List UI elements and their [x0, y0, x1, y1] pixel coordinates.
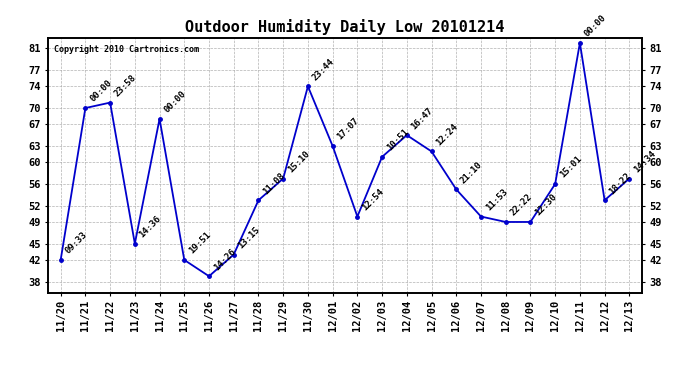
Text: 00:00: 00:00	[162, 89, 188, 115]
Text: 19:51: 19:51	[187, 230, 213, 256]
Text: 18:22: 18:22	[607, 171, 633, 196]
Text: 14:26: 14:26	[212, 247, 237, 272]
Text: 14:36: 14:36	[137, 214, 163, 240]
Text: 23:58: 23:58	[113, 73, 138, 99]
Text: 15:10: 15:10	[286, 149, 311, 174]
Text: 22:22: 22:22	[509, 192, 534, 218]
Title: Outdoor Humidity Daily Low 20101214: Outdoor Humidity Daily Low 20101214	[186, 19, 504, 35]
Text: Copyright 2010 Cartronics.com: Copyright 2010 Cartronics.com	[55, 45, 199, 54]
Text: 12:24: 12:24	[434, 122, 460, 147]
Text: 15:01: 15:01	[558, 154, 583, 180]
Text: 11:53: 11:53	[484, 187, 509, 212]
Text: 23:44: 23:44	[310, 57, 336, 82]
Text: 13:15: 13:15	[237, 225, 262, 251]
Text: 12:54: 12:54	[360, 187, 386, 212]
Text: 16:47: 16:47	[410, 106, 435, 131]
Text: 00:00: 00:00	[88, 78, 114, 104]
Text: 21:10: 21:10	[459, 160, 484, 185]
Text: 00:00: 00:00	[582, 13, 608, 39]
Text: 11:08: 11:08	[262, 171, 286, 196]
Text: 17:07: 17:07	[335, 117, 361, 142]
Text: 14:34: 14:34	[632, 149, 658, 174]
Text: 12:30: 12:30	[533, 192, 559, 218]
Text: 10:51: 10:51	[385, 128, 411, 153]
Text: 09:33: 09:33	[63, 230, 89, 256]
